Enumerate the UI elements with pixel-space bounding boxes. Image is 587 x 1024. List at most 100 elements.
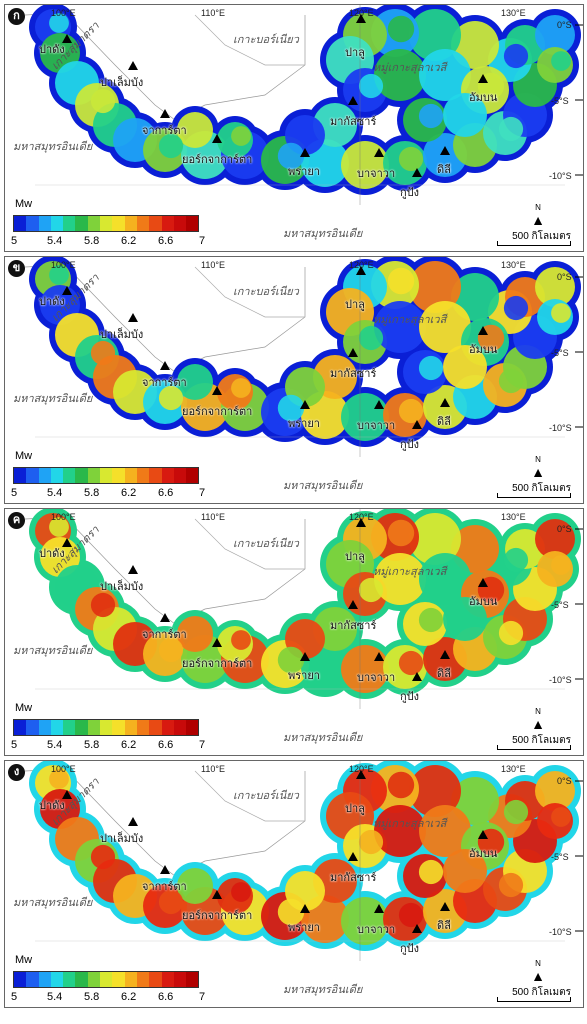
legend-tick: 6.2 bbox=[121, 991, 137, 1003]
site-marker-makassar bbox=[348, 96, 358, 105]
lat-10-label: -10°S bbox=[549, 927, 572, 937]
site-marker-jakarta bbox=[160, 865, 170, 874]
site-marker-dili bbox=[440, 146, 450, 155]
legend-tick: 6.6 bbox=[158, 739, 174, 751]
site-label-makassar: มากัสซาร์ bbox=[330, 116, 377, 128]
legend-tick: 5.4 bbox=[47, 739, 63, 751]
hazard-map-svg bbox=[24, 509, 583, 709]
site-marker-jakarta bbox=[160, 109, 170, 118]
indian-ocean-bottom-label: มหาสมุทรอินเดีย bbox=[283, 480, 363, 492]
site-label-surabaya: พรายา bbox=[288, 922, 320, 934]
site-marker-ambon bbox=[478, 74, 488, 83]
indian-ocean-left-label: มหาสมุทรอินเดีย bbox=[13, 393, 93, 405]
indian-ocean-left-label: มหาสมุทรอินเดีย bbox=[13, 897, 93, 909]
site-marker-palu bbox=[356, 518, 366, 527]
site-marker-bali bbox=[374, 904, 384, 913]
site-marker-jakarta bbox=[160, 613, 170, 622]
site-marker-bali bbox=[374, 400, 384, 409]
indian-ocean-left-label: มหาสมุทรอินเดีย bbox=[13, 141, 93, 153]
lon-110-label: 110°E bbox=[201, 8, 225, 18]
legend-mw-label: Mw bbox=[15, 198, 33, 210]
north-arrow-icon: N ▲ bbox=[531, 959, 545, 984]
site-label-palembang: ปาเล็มบัง bbox=[100, 77, 144, 89]
panel-badge: ข bbox=[8, 260, 25, 277]
site-label-palembang: ปาเล็มบัง bbox=[100, 833, 144, 845]
legend-tick: 7 bbox=[199, 487, 206, 499]
indian-ocean-bottom-label: มหาสมุทรอินเดีย bbox=[283, 732, 363, 744]
legend-tick: 7 bbox=[199, 991, 206, 1003]
legend-mw-label: Mw bbox=[15, 702, 33, 714]
site-marker-dili bbox=[440, 650, 450, 659]
lon-100-label: 100°E bbox=[51, 512, 76, 522]
lat-5-label: -5°S bbox=[551, 852, 569, 862]
lon-110-label: 110°E bbox=[201, 260, 225, 270]
legend-tick: 5.4 bbox=[47, 991, 63, 1003]
scale-bar bbox=[497, 997, 571, 1002]
legend-tick: 6.2 bbox=[121, 235, 137, 247]
site-label-ambon: อัมบน bbox=[469, 848, 498, 860]
legend-tick: 5.8 bbox=[84, 487, 100, 499]
site-label-yogyakarta: ยอร์กจาการ์ตา bbox=[182, 154, 253, 166]
site-label-kupang: กูปัง bbox=[400, 943, 420, 955]
lat-0-label: 0°S bbox=[557, 272, 572, 282]
site-marker-yogyakarta bbox=[212, 386, 222, 395]
site-marker-ambon bbox=[478, 326, 488, 335]
scale-bar bbox=[497, 493, 571, 498]
lat-5-label: -5°S bbox=[551, 600, 569, 610]
map-panel-c: ค 100°E 110°E 120°E 130°E 0°S -5°S -10°S เกาะสุม… bbox=[4, 508, 584, 756]
site-label-jakarta: จาการ์ตา bbox=[142, 881, 187, 893]
site-label-jakarta: จาการ์ตา bbox=[142, 377, 187, 389]
scale-label: 500 กิโลเมตร bbox=[512, 483, 571, 494]
lon-100-label: 100°E bbox=[51, 764, 76, 774]
site-marker-padang bbox=[62, 286, 72, 295]
legend-tick: 7 bbox=[199, 235, 206, 247]
site-label-bali: บาจาวา bbox=[357, 168, 396, 180]
site-label-makassar: มากัสซาร์ bbox=[330, 368, 377, 380]
legend-color-bar bbox=[13, 971, 200, 988]
magnitude-legend: Mw 5 5.4 5.8 6.2 6.6 7 bbox=[9, 954, 229, 1004]
indian-ocean-bottom-label: มหาสมุทรอินเดีย bbox=[283, 984, 363, 996]
site-label-surabaya: พรายา bbox=[288, 166, 320, 178]
site-marker-makassar bbox=[348, 600, 358, 609]
lat-10-label: -10°S bbox=[549, 423, 572, 433]
site-marker-dili bbox=[440, 398, 450, 407]
site-marker-kupang bbox=[412, 924, 422, 933]
legend-tick: 5.8 bbox=[84, 235, 100, 247]
legend-tick: 6.6 bbox=[158, 235, 174, 247]
site-marker-surabaya bbox=[300, 904, 310, 913]
indian-ocean-left-label: มหาสมุทรอินเดีย bbox=[13, 645, 93, 657]
site-label-palu: ปาลู bbox=[345, 551, 365, 563]
hazard-map-svg bbox=[24, 5, 583, 205]
site-marker-palembang bbox=[128, 313, 138, 322]
site-label-padang: ปาดัง bbox=[39, 296, 65, 308]
site-marker-padang bbox=[62, 34, 72, 43]
map-panel-a: ก 100°E 110°E 120°E 130°E 0°S -5°S -10°S เกาะสุม… bbox=[4, 4, 584, 252]
scale-label: 500 กิโลเมตร bbox=[512, 987, 571, 998]
site-label-dili: ดิลี bbox=[437, 416, 451, 428]
site-label-yogyakarta: ยอร์กจาการ์ตา bbox=[182, 658, 253, 670]
map-panel-b: ข 100°E 110°E 120°E 130°E 0°S -5°S -10°S เกาะสุม… bbox=[4, 256, 584, 504]
site-label-makassar: มากัสซาร์ bbox=[330, 620, 377, 632]
lon-120-label: 120°E bbox=[349, 764, 374, 774]
site-marker-palembang bbox=[128, 565, 138, 574]
lon-120-label: 120°E bbox=[349, 260, 374, 270]
site-label-padang: ปาดัง bbox=[39, 44, 65, 56]
north-arrow-icon: N ▲ bbox=[531, 203, 545, 228]
magnitude-legend: Mw 5 5.4 5.8 6.2 6.6 7 bbox=[9, 702, 229, 752]
site-marker-yogyakarta bbox=[212, 638, 222, 647]
hazard-map-svg bbox=[24, 257, 583, 457]
site-marker-makassar bbox=[348, 348, 358, 357]
borneo-label: เกาะบอร์เนียว bbox=[233, 286, 299, 298]
site-marker-ambon bbox=[478, 830, 488, 839]
site-marker-yogyakarta bbox=[212, 134, 222, 143]
site-label-bali: บาจาวา bbox=[357, 672, 396, 684]
legend-tick: 5 bbox=[11, 487, 18, 499]
site-label-ambon: อัมบน bbox=[469, 344, 498, 356]
site-marker-palu bbox=[356, 14, 366, 23]
magnitude-legend: Mw 5 5.4 5.8 6.2 6.6 7 bbox=[9, 198, 229, 248]
north-arrow-icon: N ▲ bbox=[531, 455, 545, 480]
site-marker-surabaya bbox=[300, 400, 310, 409]
lon-110-label: 110°E bbox=[201, 764, 225, 774]
legend-tick: 6.2 bbox=[121, 487, 137, 499]
site-marker-kupang bbox=[412, 420, 422, 429]
